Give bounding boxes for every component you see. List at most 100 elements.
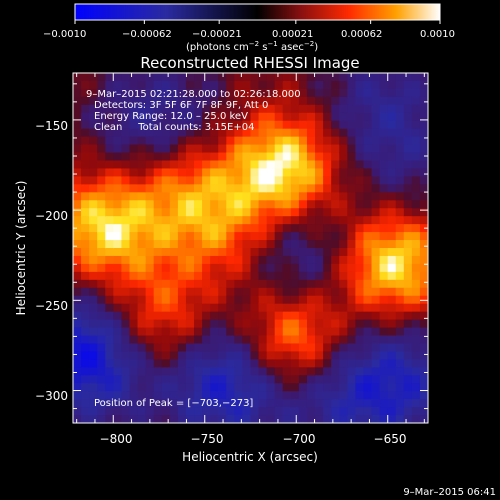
heatmap-cell [185,96,195,106]
x-axis-title: Heliocentric X (arcsec) [182,450,318,464]
heatmap-cell [161,120,171,130]
heatmap-cell [89,375,98,384]
heatmap-cell [274,128,284,138]
heatmap-cell [306,335,316,345]
heatmap-cell [371,224,381,233]
heatmap-cell [347,311,356,321]
heatmap-cell [242,128,252,138]
heatmap-cell [153,311,163,321]
heatmap-cell [145,367,155,376]
heatmap-cell [129,112,139,122]
heatmap-cell [194,184,203,193]
heatmap-cell [97,415,106,423]
heatmap-cell [258,391,268,400]
heatmap-cell [121,327,131,337]
heatmap-cell [355,311,365,321]
heatmap-cell [121,112,131,122]
heatmap-cell [306,399,316,408]
heatmap-cell [403,248,413,257]
heatmap-cell [395,200,405,209]
heatmap-cell [89,240,98,249]
heatmap-cell [331,271,340,281]
heatmap-cell [153,73,163,82]
heatmap-cell [177,255,187,265]
heatmap-cell [371,391,381,400]
heatmap-cell [403,112,413,122]
heatmap-cell [97,152,106,162]
axis-ticks [73,73,428,423]
heatmap-cell [161,216,171,225]
heatmap-cell [363,104,373,114]
heatmap-cell [97,319,106,329]
heatmap-cell [81,240,90,249]
heatmap-cell [282,407,292,416]
heatmap-cell [89,80,98,90]
heatmap-cell [81,263,90,273]
heatmap-cell [355,232,365,241]
heatmap-cell [315,73,324,82]
heatmap-cell [161,335,171,345]
heatmap-cell [355,136,365,146]
heatmap-cell [347,88,356,98]
heatmap-cell [331,248,340,257]
heatmap-cell [81,248,90,257]
heatmap-cell [315,311,324,321]
heatmap-cell [185,343,195,352]
heatmap-cell [306,160,316,170]
heatmap-cell [258,319,268,329]
heatmap-cell [145,80,155,90]
heatmap-cell [387,335,397,345]
heatmap-cell [169,168,179,177]
heatmap-cell [403,351,413,360]
heatmap-cell [210,136,219,146]
heatmap-cell [202,279,211,289]
heatmap-cell [169,319,179,329]
heatmap-cell [89,407,98,416]
heatmap-cell [234,136,244,146]
heatmap-cell [105,399,114,408]
heatmap-cell [379,351,389,360]
annotation-peak-position: Position of Peak = [−703,−273] [94,398,253,409]
heatmap-cell [339,224,348,233]
heatmap-cell [169,184,179,193]
heatmap-cell [226,184,235,193]
heatmap-cell [403,383,413,392]
heatmap-cell [347,375,356,384]
heatmap-cell [185,335,195,345]
heatmap-cell [129,184,139,193]
heatmap-cell [331,232,340,241]
heatmap-cell [234,248,244,257]
heatmap-cell [331,295,340,305]
heatmap-cell [266,176,276,185]
heatmap-cell [290,73,300,82]
heatmap-cell [395,152,405,162]
annotation-block: 9–Mar–2015 02:21:28.000 to 02:26:18.000 … [86,89,301,409]
heatmap-cell [137,88,147,98]
heatmap-cell [129,160,139,170]
heatmap-cell [306,263,316,273]
heatmap-cell [331,144,340,154]
heatmap-cell [113,200,123,209]
heatmap-cell [234,279,244,289]
heatmap-cell [226,335,235,345]
heatmap-cell [411,224,421,233]
heatmap-cell [218,128,227,138]
heatmap-cell [411,407,421,416]
heatmap-cell [395,128,405,138]
y-axis-title: Heliocentric Y (arcsec) [14,181,28,316]
heatmap-cell [194,399,203,408]
heatmap-cell [105,287,114,297]
heatmap-cell [298,208,308,217]
heatmap-cell [89,248,98,257]
heatmap-cell [153,279,163,289]
heatmap-cell [145,327,155,337]
heatmap-cell [153,335,163,345]
heatmap-cell [242,176,252,185]
heatmap-cell [185,407,195,416]
heatmap-cell [331,351,340,360]
heatmap-cell [145,407,155,416]
heatmap-cell [121,407,131,416]
heatmap-cell [242,216,252,225]
heatmap-cell [306,136,316,146]
heatmap-cell [242,160,252,170]
